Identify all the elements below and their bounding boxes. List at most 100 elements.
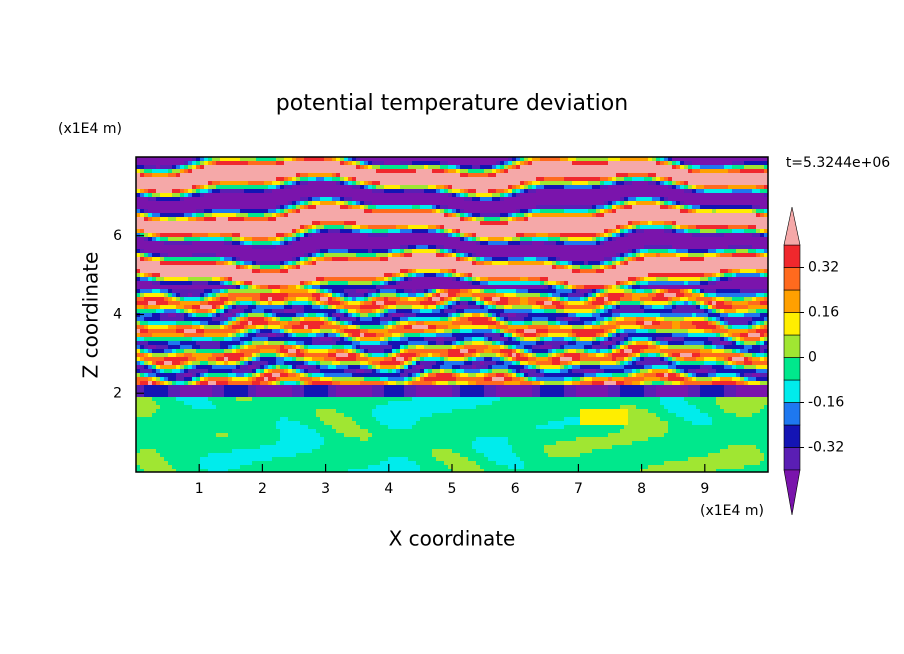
field-cell: [376, 225, 380, 229]
field-cell: [356, 209, 360, 213]
field-cell: [288, 229, 292, 233]
field-cell: [180, 229, 184, 233]
field-cell: [596, 209, 600, 213]
field-cell: [324, 245, 328, 249]
field-cell: [180, 173, 184, 177]
field-cell: [696, 205, 700, 209]
field-cell: [656, 265, 660, 269]
field-cell: [328, 177, 332, 181]
field-cell: [560, 221, 564, 225]
field-cell: [296, 177, 300, 181]
field-cell: [224, 185, 228, 189]
field-cell: [492, 281, 496, 285]
field-cell: [524, 281, 528, 285]
field-cell: [628, 193, 632, 197]
field-cell: [600, 221, 604, 225]
field-cell: [488, 233, 492, 237]
field-cell: [172, 237, 176, 241]
field-cell: [384, 169, 388, 173]
field-cell: [148, 273, 152, 277]
field-cell: [648, 169, 652, 173]
field-cell: [172, 193, 176, 197]
field-cell: [384, 249, 388, 253]
field-cell: [708, 277, 712, 281]
field-cell: [288, 189, 292, 193]
field-cell: [180, 277, 184, 281]
field-cell: [532, 189, 536, 193]
field-cell: [372, 197, 376, 201]
field-cell: [204, 237, 208, 241]
field-cell: [168, 161, 172, 165]
field-cell: [640, 241, 644, 245]
field-cell: [716, 193, 720, 197]
field-cell: [588, 265, 592, 269]
field-cell: [488, 177, 492, 181]
field-cell: [452, 181, 456, 185]
field-cell: [196, 237, 200, 241]
field-cell: [488, 217, 492, 221]
field-cell: [388, 169, 392, 173]
field-cell: [576, 253, 580, 257]
field-cell: [520, 217, 524, 221]
field-cell: [692, 209, 696, 213]
field-cell: [656, 213, 660, 217]
field-cell: [540, 189, 544, 193]
field-cell: [568, 261, 572, 265]
field-cell: [184, 161, 188, 165]
field-cell: [196, 277, 200, 281]
field-cell: [472, 277, 476, 281]
field-cell: [184, 221, 188, 225]
field-cell: [760, 241, 764, 245]
field-cell: [440, 205, 444, 209]
field-cell: [440, 221, 444, 225]
field-cell: [464, 281, 468, 285]
field-cell: [660, 257, 664, 261]
field-cell: [148, 217, 152, 221]
field-cell: [688, 221, 692, 225]
field-cell: [440, 225, 444, 229]
field-cell: [520, 277, 524, 281]
field-cell: [284, 253, 288, 257]
field-cell: [644, 189, 648, 193]
field-cell: [420, 169, 424, 173]
field-cell: [524, 217, 528, 221]
field-cell: [576, 273, 580, 277]
field-cell: [636, 273, 640, 277]
field-cell: [256, 229, 260, 233]
field-cell: [664, 213, 668, 217]
field-cell: [144, 201, 148, 205]
field-cell: [260, 181, 264, 185]
field-cell: [604, 265, 608, 269]
field-cell: [588, 181, 592, 185]
field-cell: [160, 185, 164, 189]
field-cell: [380, 261, 384, 265]
field-cell: [760, 213, 764, 217]
field-cell: [140, 245, 144, 249]
field-cell: [576, 201, 580, 205]
field-cell: [744, 213, 748, 217]
field-cell: [472, 189, 476, 193]
field-cell: [232, 221, 236, 225]
field-cell: [328, 237, 332, 241]
field-cell: [764, 249, 768, 253]
field-cell: [716, 241, 720, 245]
field-cell: [484, 165, 488, 169]
field-cell: [516, 169, 520, 173]
field-cell: [608, 233, 612, 237]
field-cell: [672, 169, 676, 173]
field-cell: [660, 185, 664, 189]
field-cell: [416, 261, 420, 265]
field-cell: [544, 237, 548, 241]
field-cell: [492, 225, 496, 229]
field-cell: [532, 233, 536, 237]
field-cell: [436, 253, 440, 257]
field-cell: [708, 229, 712, 233]
field-cell: [356, 233, 360, 237]
field-cell: [312, 165, 316, 169]
field-cell: [304, 257, 308, 261]
field-cell: [620, 205, 624, 209]
field-cell: [516, 161, 520, 165]
field-cell: [580, 189, 584, 193]
field-cell: [244, 189, 248, 193]
field-cell: [220, 265, 224, 269]
